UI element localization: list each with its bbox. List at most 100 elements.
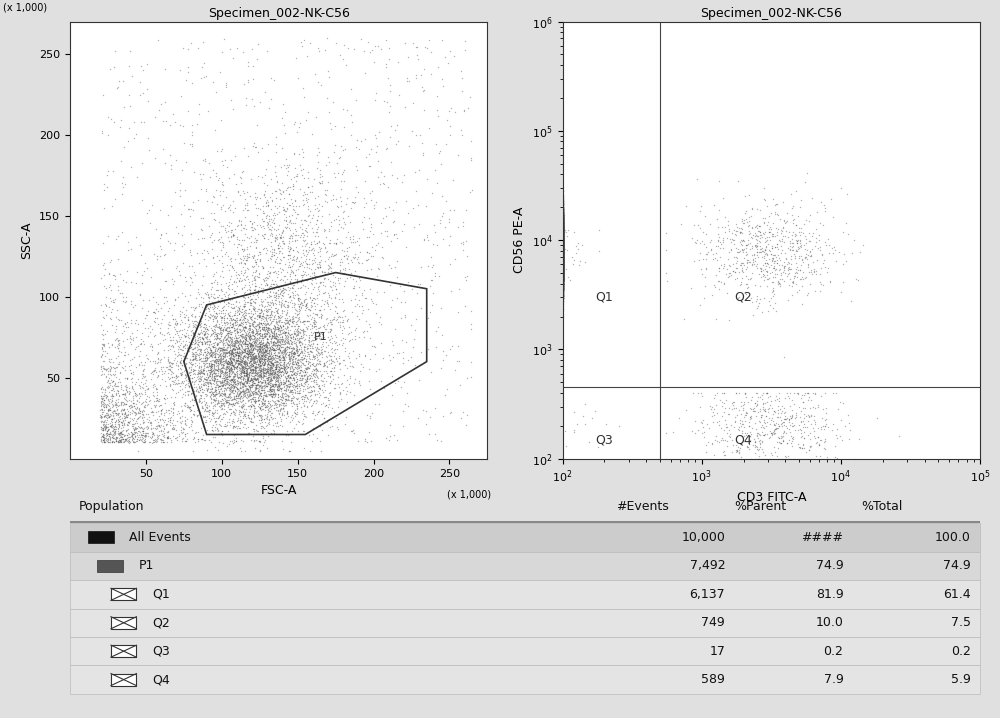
Point <box>281 347 297 358</box>
Point <box>388 196 404 208</box>
Point <box>273 393 289 405</box>
Point <box>112 287 128 299</box>
Point <box>555 222 571 233</box>
Point <box>290 328 306 340</box>
Point <box>112 427 128 439</box>
Point <box>555 263 571 274</box>
Point <box>555 292 571 303</box>
Point <box>285 289 301 301</box>
Point <box>555 241 571 252</box>
Point <box>555 250 571 261</box>
Point <box>292 385 308 396</box>
Point <box>299 373 315 385</box>
Point <box>303 329 319 340</box>
Point <box>247 378 263 389</box>
Point <box>555 251 571 262</box>
Point <box>555 197 571 208</box>
Point <box>256 353 272 364</box>
Point <box>261 322 277 333</box>
Point <box>290 335 306 346</box>
Point <box>706 392 722 404</box>
Point <box>555 218 571 229</box>
Point <box>290 314 306 325</box>
Point <box>555 241 571 252</box>
Point <box>555 250 571 261</box>
Point <box>277 338 293 350</box>
Point <box>215 200 231 211</box>
Point <box>555 251 571 263</box>
Point <box>282 230 298 242</box>
Point <box>555 239 571 251</box>
Point <box>217 388 233 399</box>
Point <box>275 388 291 399</box>
Point <box>278 349 294 360</box>
Point <box>752 429 768 441</box>
Point <box>309 258 325 269</box>
Point <box>241 348 257 359</box>
Point <box>555 249 571 261</box>
Point <box>232 373 248 384</box>
Point <box>299 248 315 259</box>
Point <box>260 376 276 388</box>
Point <box>555 215 571 226</box>
Point <box>301 210 317 221</box>
Point <box>235 428 251 439</box>
Point <box>255 365 271 376</box>
Point <box>555 229 571 241</box>
Point <box>206 365 222 377</box>
Point <box>151 393 167 405</box>
Point <box>226 355 242 366</box>
Point <box>555 242 571 253</box>
Point <box>287 307 303 318</box>
Point <box>299 375 315 386</box>
Point <box>266 217 282 228</box>
Point <box>555 230 571 241</box>
Point <box>555 256 571 267</box>
Point <box>270 394 286 406</box>
Point <box>199 386 215 397</box>
Point <box>326 314 342 325</box>
Point <box>771 264 787 276</box>
Point <box>555 241 571 253</box>
Point <box>383 157 399 168</box>
Point <box>236 294 252 306</box>
Point <box>205 431 221 442</box>
Point <box>96 363 112 374</box>
Point <box>205 337 221 348</box>
Point <box>229 360 245 371</box>
Point <box>555 268 571 279</box>
Point <box>254 213 270 225</box>
Point <box>698 253 714 264</box>
Point <box>555 228 571 239</box>
Point <box>254 260 270 271</box>
Point <box>217 332 233 343</box>
Point <box>555 256 571 267</box>
Point <box>307 360 323 372</box>
Point <box>258 314 274 326</box>
Point <box>555 227 571 238</box>
Point <box>555 241 571 252</box>
Point <box>555 284 571 295</box>
Point <box>246 357 262 368</box>
Point <box>555 254 571 266</box>
Point <box>251 319 267 330</box>
Point <box>555 246 571 258</box>
Point <box>173 368 189 380</box>
Point <box>555 208 571 220</box>
Point <box>250 373 266 384</box>
Point <box>555 215 571 227</box>
Point <box>770 408 786 419</box>
Point <box>432 214 448 225</box>
Point <box>119 409 135 421</box>
Point <box>555 269 571 281</box>
Point <box>555 254 571 266</box>
Point <box>768 222 784 233</box>
Point <box>230 187 246 198</box>
Point <box>240 316 256 327</box>
Point <box>260 352 276 363</box>
Point <box>279 407 295 419</box>
Point <box>555 234 571 246</box>
Point <box>803 249 819 261</box>
Point <box>555 275 571 286</box>
Point <box>555 233 571 245</box>
